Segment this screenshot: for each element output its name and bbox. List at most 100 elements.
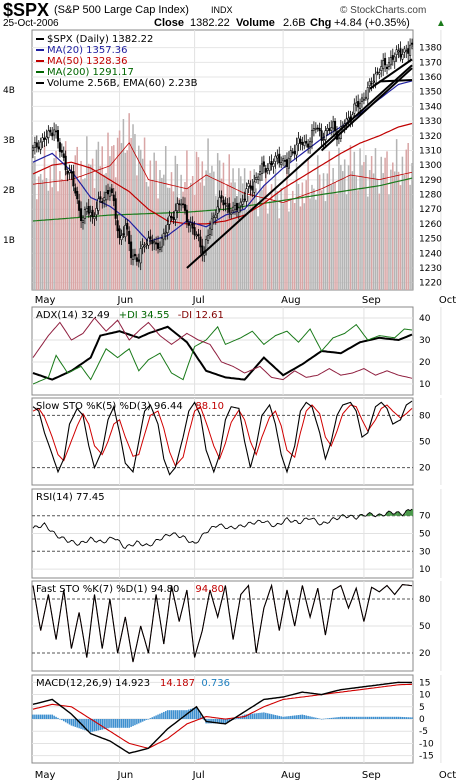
volume-bar xyxy=(195,151,198,290)
volume-bar xyxy=(255,188,257,290)
macd-histogram-bar xyxy=(155,715,157,719)
macd-histogram-bar xyxy=(270,714,273,719)
volume-bar xyxy=(116,137,119,290)
volume-bar xyxy=(111,146,113,290)
volume-bar xyxy=(103,174,105,290)
macd-histogram-bar xyxy=(215,719,217,724)
macd-histogram-bar xyxy=(340,716,342,719)
candle xyxy=(166,224,169,233)
volume-bar xyxy=(228,154,230,290)
volume-bar xyxy=(51,187,53,290)
mdi-line xyxy=(32,317,413,381)
macd-histogram-bar xyxy=(393,716,396,719)
candle xyxy=(31,147,34,152)
candle xyxy=(366,87,369,100)
macd-histogram-bar xyxy=(330,717,332,719)
candle xyxy=(151,239,154,245)
candle xyxy=(378,72,381,75)
volume-bar xyxy=(351,171,354,290)
macd-histogram-bar xyxy=(318,718,321,720)
candle xyxy=(55,130,58,133)
volume-bar xyxy=(188,187,190,290)
candle xyxy=(37,146,40,150)
volume-bar xyxy=(259,179,261,290)
volume-bar xyxy=(234,182,236,290)
macd-histogram-bar xyxy=(332,717,334,719)
macd-histogram-bar xyxy=(184,710,186,719)
volume-bar xyxy=(89,164,92,290)
macd-histogram-bar xyxy=(257,713,259,719)
volume-bar xyxy=(118,130,121,290)
volume-bar xyxy=(238,168,240,290)
volume-bar xyxy=(232,168,234,290)
candle xyxy=(285,159,288,167)
candle xyxy=(399,48,402,58)
volume-bar xyxy=(249,170,252,290)
candle xyxy=(124,224,127,238)
candle xyxy=(105,192,108,201)
trendline xyxy=(369,58,413,90)
candle xyxy=(326,127,329,131)
macd-histogram-bar xyxy=(363,716,365,719)
price-panel xyxy=(31,29,414,291)
symbol-title: $SPX xyxy=(3,0,50,20)
macd-histogram-bar xyxy=(251,713,254,719)
macd-histogram-bar xyxy=(89,719,92,733)
volume-bar xyxy=(64,141,67,290)
volume-bar xyxy=(345,194,348,290)
legend-entry: ADX(14) 32.49 xyxy=(36,310,110,321)
macd-histogram-bar xyxy=(193,707,196,719)
candle xyxy=(35,142,38,148)
candle xyxy=(91,209,94,217)
macd-histogram-bar xyxy=(111,719,113,728)
macd-histogram-bar xyxy=(372,716,375,719)
macd-histogram-bar xyxy=(218,719,221,724)
candle xyxy=(347,117,350,121)
macd-histogram-bar xyxy=(189,708,192,719)
candle xyxy=(274,155,277,162)
volume-tick-label: 1B xyxy=(3,236,15,246)
candle xyxy=(391,55,394,60)
candle xyxy=(301,141,304,146)
volume-label: Volume xyxy=(236,17,275,29)
candle xyxy=(303,141,306,146)
volume-bar xyxy=(155,160,157,290)
macd-histogram-bar xyxy=(134,719,136,726)
volume-bar xyxy=(349,145,352,290)
candle xyxy=(270,161,273,165)
volume-bar xyxy=(132,124,134,290)
candle xyxy=(197,233,200,237)
candle xyxy=(212,215,215,218)
candle xyxy=(45,136,48,140)
candle xyxy=(328,128,331,132)
adx-line xyxy=(32,325,413,381)
volume-bar xyxy=(390,169,392,290)
legend-entry: -DI 12.61 xyxy=(178,310,224,321)
y-tick-label: -10 xyxy=(419,739,434,749)
candle xyxy=(49,129,52,133)
macd-histogram-bar xyxy=(103,719,105,730)
candle xyxy=(309,141,312,147)
volume-bar xyxy=(318,174,321,290)
volume-bar xyxy=(32,162,34,290)
macd-histogram-bar xyxy=(116,719,119,728)
candle xyxy=(131,255,135,260)
macd-histogram-bar xyxy=(240,716,242,719)
macd-histogram-bar xyxy=(197,710,200,719)
candle xyxy=(66,171,69,175)
macd-histogram-bar xyxy=(313,717,315,719)
volume-bar xyxy=(397,171,400,290)
volume-bar xyxy=(39,173,42,290)
candle xyxy=(397,50,400,53)
y-tick-label: 1260 xyxy=(419,220,442,230)
candle xyxy=(334,120,337,132)
candle xyxy=(207,235,210,241)
macd-histogram-bar xyxy=(32,714,34,719)
candle xyxy=(276,155,279,159)
volume-bar xyxy=(266,213,269,290)
y-tick-label: 1360 xyxy=(419,73,442,83)
y-tick-label: 1340 xyxy=(419,102,442,112)
volume-bar xyxy=(76,146,78,290)
candle xyxy=(43,137,46,140)
volume-bar xyxy=(342,171,344,290)
